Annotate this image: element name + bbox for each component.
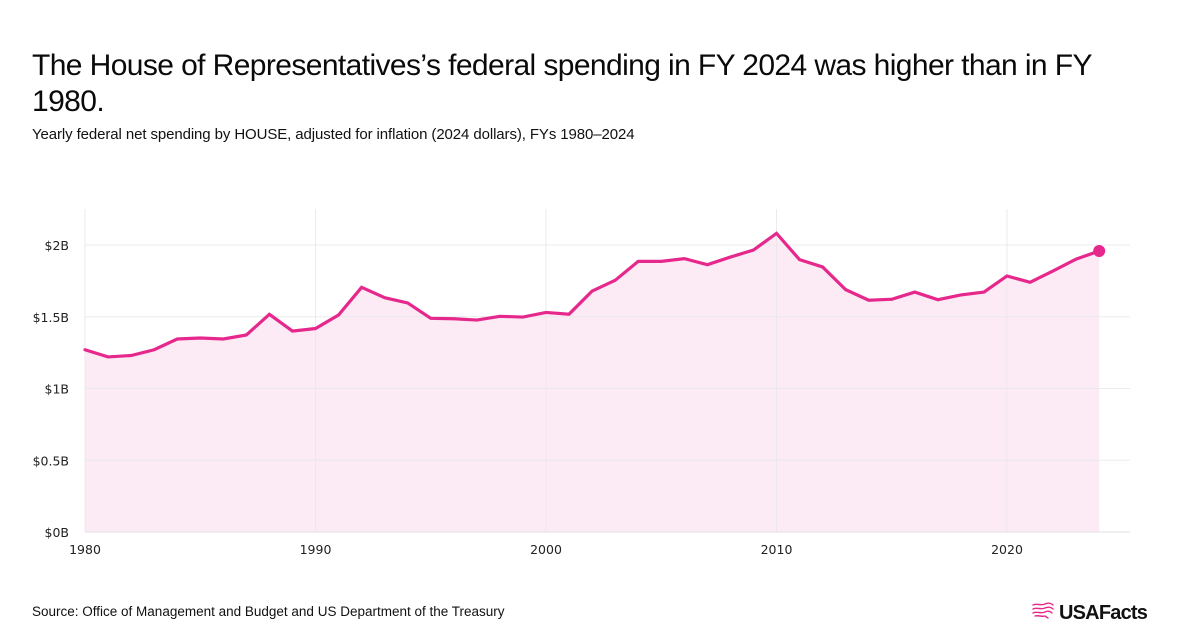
- data-point: [383, 296, 386, 299]
- data-point: [729, 256, 732, 259]
- data-point: [1029, 281, 1032, 284]
- data-point: [706, 263, 709, 266]
- y-tick-label: $2B: [45, 238, 69, 253]
- data-point: [337, 314, 340, 317]
- data-point: [959, 293, 962, 296]
- data-point: [798, 258, 801, 261]
- data-point: [913, 291, 916, 294]
- data-point: [245, 333, 248, 336]
- data-point: [1052, 269, 1055, 272]
- data-point: [614, 279, 617, 282]
- area-fill: [85, 233, 1100, 532]
- data-point: [683, 257, 686, 260]
- x-axis: 1980 1990 2000 2010 2020: [69, 542, 1023, 557]
- grid-layer: [84, 209, 1130, 533]
- chart-title: The House of Representatives’s federal s…: [32, 49, 1092, 118]
- y-tick-label: $0.5B: [33, 453, 69, 468]
- data-point: [1075, 258, 1078, 261]
- data-point: [867, 299, 870, 302]
- x-tick-label: 1990: [300, 542, 332, 557]
- usa-map-flag-icon: [1031, 602, 1055, 625]
- data-point: [521, 316, 524, 319]
- data-point: [660, 260, 663, 263]
- y-axis: $0B $0.5B $1B $1.5B $2B: [33, 238, 69, 540]
- data-point: [775, 232, 778, 235]
- data-point: [1006, 274, 1009, 277]
- y-tick-label: $0B: [45, 525, 69, 540]
- y-tick-label: $1.5B: [33, 310, 69, 325]
- data-point: [752, 249, 755, 252]
- chart-subtitle: Yearly federal net spending by HOUSE, ad…: [32, 126, 635, 143]
- data-point: [314, 327, 317, 330]
- x-tick-label: 2020: [991, 542, 1023, 557]
- y-tick-label: $1B: [45, 382, 69, 397]
- data-point: [844, 288, 847, 291]
- usafacts-logo[interactable]: USAFacts: [1031, 602, 1148, 625]
- x-tick-label: 2010: [761, 542, 793, 557]
- data-point: [475, 319, 478, 322]
- data-point: [222, 337, 225, 340]
- data-point: [107, 355, 110, 358]
- series-line: [83, 231, 1101, 359]
- data-point: [291, 330, 294, 333]
- data-point: [268, 313, 271, 316]
- series-line-layer: [83, 231, 1106, 359]
- data-point: [637, 260, 640, 263]
- data-point: [936, 298, 939, 301]
- data-point: [199, 336, 202, 339]
- data-point: [84, 348, 87, 351]
- last-data-point-marker: [1093, 245, 1106, 258]
- logo-text: USAFacts: [1059, 602, 1148, 624]
- data-point: [360, 286, 363, 289]
- data-point: [429, 317, 432, 320]
- data-point: [452, 317, 455, 320]
- data-point: [153, 348, 156, 351]
- data-point: [982, 291, 985, 294]
- data-point: [821, 265, 824, 268]
- x-tick-label: 1980: [69, 542, 101, 557]
- source-note: Source: Office of Management and Budget …: [32, 604, 505, 619]
- area-fill-layer: [85, 233, 1100, 532]
- data-point: [545, 311, 548, 314]
- data-point: [176, 337, 179, 340]
- data-point: [890, 298, 893, 301]
- data-point: [591, 290, 594, 293]
- data-point: [498, 315, 501, 318]
- data-point: [406, 301, 409, 304]
- data-point: [130, 354, 133, 357]
- data-point: [568, 313, 571, 316]
- x-tick-label: 2000: [530, 542, 562, 557]
